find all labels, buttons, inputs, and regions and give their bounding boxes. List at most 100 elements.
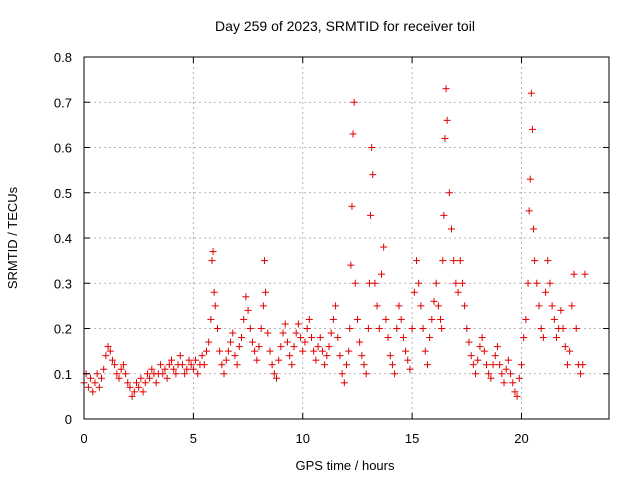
data-point	[187, 361, 195, 369]
data-point	[408, 325, 416, 332]
data-point	[525, 207, 533, 215]
data-point	[480, 347, 488, 355]
data-point	[213, 325, 221, 332]
data-point	[382, 315, 390, 323]
data-point	[176, 352, 184, 360]
data-point	[218, 361, 226, 369]
data-point	[323, 352, 331, 360]
data-point	[235, 343, 243, 351]
data-point	[122, 370, 130, 378]
data-point	[277, 343, 285, 351]
data-point	[546, 279, 554, 287]
data-point	[364, 325, 372, 332]
data-point	[476, 343, 484, 351]
data-point	[345, 347, 353, 355]
data-point	[430, 297, 438, 305]
data-point	[163, 374, 171, 382]
x-tick-label: 20	[514, 431, 528, 446]
data-point	[522, 315, 530, 323]
data-point	[502, 365, 510, 373]
data-point	[288, 361, 296, 369]
x-tick-label: 10	[296, 431, 310, 446]
data-point	[518, 361, 525, 369]
data-point	[262, 288, 270, 296]
data-point	[349, 130, 357, 138]
data-point	[353, 315, 361, 323]
data-point	[454, 288, 462, 296]
data-point	[290, 343, 298, 351]
data-point	[434, 302, 442, 310]
data-point	[117, 365, 125, 373]
data-point	[233, 361, 241, 369]
data-point	[566, 347, 574, 355]
data-point	[437, 315, 445, 323]
data-point	[106, 347, 114, 355]
data-point	[507, 370, 515, 378]
data-point	[368, 144, 376, 151]
data-point	[577, 370, 585, 378]
data-point	[393, 325, 401, 332]
data-point	[338, 370, 346, 378]
data-point	[203, 347, 210, 355]
y-tick-label: 0.6	[54, 141, 72, 156]
data-point	[373, 302, 381, 310]
data-point	[474, 356, 482, 364]
data-point	[242, 293, 250, 301]
data-point	[334, 334, 342, 342]
data-point	[170, 365, 178, 373]
data-point	[531, 257, 539, 265]
data-point	[351, 279, 359, 287]
data-point	[137, 374, 145, 382]
data-point	[231, 352, 239, 360]
data-point	[397, 315, 405, 323]
data-point	[500, 379, 508, 387]
data-point	[568, 302, 576, 310]
data-point	[240, 315, 248, 323]
data-point	[350, 98, 358, 106]
data-point	[181, 370, 189, 378]
data-point	[115, 374, 123, 382]
data-point	[253, 356, 261, 364]
data-point	[356, 338, 364, 346]
data-point	[327, 329, 335, 337]
data-point	[417, 302, 425, 310]
data-point	[270, 370, 278, 378]
data-point	[84, 383, 92, 391]
data-point	[264, 329, 272, 337]
data-point	[148, 365, 156, 373]
data-point	[544, 257, 552, 265]
data-point	[336, 352, 344, 360]
data-point	[329, 315, 337, 323]
data-point	[511, 388, 519, 396]
data-point	[343, 361, 350, 369]
data-point	[146, 374, 154, 382]
data-point	[183, 365, 191, 373]
data-point	[130, 388, 138, 396]
data-point	[384, 334, 392, 342]
data-point	[465, 338, 473, 346]
data-point	[189, 365, 197, 373]
data-point	[347, 261, 355, 269]
data-point	[152, 379, 160, 387]
data-point	[273, 374, 280, 382]
data-point	[410, 288, 418, 296]
chart-title: Day 259 of 2023, SRMTID for receiver toi…	[215, 18, 475, 34]
data-point	[489, 361, 497, 369]
data-point	[498, 370, 506, 378]
data-point	[205, 338, 213, 346]
data-point	[126, 383, 134, 391]
data-point	[128, 392, 136, 400]
data-point	[487, 374, 495, 382]
data-point	[200, 361, 208, 369]
data-point	[415, 279, 423, 287]
data-point	[539, 334, 547, 342]
y-tick-label: 0.1	[54, 367, 72, 382]
data-point	[299, 347, 307, 355]
y-tick-label: 0.5	[54, 186, 72, 201]
x-axis-label: GPS time / hours	[296, 458, 395, 473]
data-point	[367, 211, 375, 219]
data-point	[93, 370, 101, 378]
data-point	[369, 171, 377, 179]
data-point	[301, 338, 309, 346]
data-point	[469, 361, 477, 369]
